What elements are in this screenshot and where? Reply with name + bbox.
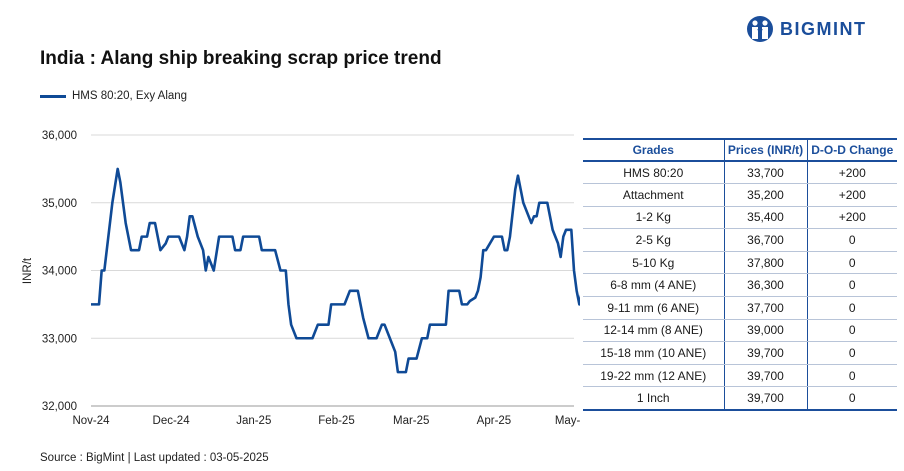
- x-tick-label: Mar-25: [393, 415, 429, 427]
- header-grades: Grades: [583, 138, 724, 162]
- y-tick-label: 34,000: [42, 266, 77, 278]
- bigmint-logo-text: BIGMINT: [780, 18, 867, 39]
- change-cell: 0: [807, 341, 897, 365]
- table-row: 19-22 mm (12 ANE) 39,700 0: [583, 364, 897, 388]
- source-note: Source : BigMint | Last updated : 03-05-…: [40, 452, 269, 464]
- grade-cell: 9-11 mm (6 ANE): [583, 296, 724, 320]
- change-cell: 0: [807, 251, 897, 275]
- chart-title: India : Alang ship breaking scrap price …: [40, 48, 442, 69]
- price-cell: 36,700: [723, 228, 808, 252]
- change-cell: 0: [807, 386, 897, 411]
- grade-cell: 1-2 Kg: [583, 206, 724, 230]
- table-header-row: Grades Prices (INR/t) D-O-D Change: [583, 138, 897, 162]
- table-row: 1-2 Kg 35,400 +200: [583, 206, 897, 230]
- price-cell: 33,700: [723, 161, 808, 185]
- change-cell: 0: [807, 364, 897, 388]
- price-line-chart: 32,000 33,000 34,000 35,000 36,000 Nov-24 Dec…: [22, 130, 580, 427]
- table-row: 12-14 mm (8 ANE) 39,000 0: [583, 319, 897, 343]
- price-cell: 39,700: [723, 364, 808, 388]
- bigmint-logo: BIGMINT: [746, 14, 867, 44]
- change-cell: 0: [807, 228, 897, 252]
- table-row: 2-5 Kg 36,700 0: [583, 228, 897, 252]
- table-row: 5-10 Kg 37,800 0: [583, 251, 897, 275]
- grades-price-table: Grades Prices (INR/t) D-O-D Change HMS 8…: [583, 138, 897, 411]
- y-tick-label: 35,000: [42, 198, 77, 210]
- price-cell: 39,700: [723, 341, 808, 365]
- table-row: 6-8 mm (4 ANE) 36,300 0: [583, 273, 897, 298]
- grade-cell: Attachment: [583, 183, 724, 207]
- change-cell: +200: [807, 183, 897, 207]
- x-tick-label: Apr-25: [477, 415, 512, 427]
- header-prices: Prices (INR/t): [723, 138, 808, 162]
- y-tick-label: 32,000: [42, 401, 77, 413]
- change-cell: +200: [807, 206, 897, 230]
- y-axis-label: INR/t: [22, 257, 34, 284]
- y-tick-label: 36,000: [42, 130, 77, 142]
- legend-label: HMS 80:20, Exy Alang: [72, 90, 188, 102]
- grade-cell: 15-18 mm (10 ANE): [583, 341, 724, 365]
- header-dod-change: D-O-D Change: [807, 138, 897, 162]
- grade-cell: 5-10 Kg: [583, 251, 724, 275]
- change-cell: 0: [807, 273, 897, 298]
- grade-cell: 6-8 mm (4 ANE): [583, 273, 724, 298]
- legend-swatch: [40, 94, 66, 98]
- grade-cell: 2-5 Kg: [583, 228, 724, 252]
- x-tick-label: Dec-24: [153, 415, 191, 427]
- series-line-hms-80-20: [91, 167, 580, 374]
- x-tick-label: May-25: [555, 415, 580, 427]
- price-cell: 35,200: [723, 183, 808, 207]
- grade-cell: 1 Inch: [583, 386, 724, 411]
- price-cell: 37,800: [723, 251, 808, 275]
- table-row: 15-18 mm (10 ANE) 39,700 0: [583, 341, 897, 365]
- price-cell: 39,000: [723, 319, 808, 343]
- table-row: Attachment 35,200 +200: [583, 183, 897, 207]
- grade-cell: HMS 80:20: [583, 161, 724, 185]
- change-cell: 0: [807, 319, 897, 343]
- table-row: HMS 80:20 33,700 +200: [583, 161, 897, 185]
- price-cell: 37,700: [723, 296, 808, 320]
- price-cell: 36,300: [723, 273, 808, 298]
- x-tick-label: Jan-25: [236, 415, 271, 427]
- y-tick-label: 33,000: [42, 333, 77, 345]
- change-cell: +200: [807, 161, 897, 185]
- bigmint-logo-icon: [747, 16, 773, 42]
- grade-cell: 19-22 mm (12 ANE): [583, 364, 724, 388]
- chart-legend: HMS 80:20, Exy Alang: [40, 90, 187, 102]
- price-cell: 35,400: [723, 206, 808, 230]
- change-cell: 0: [807, 296, 897, 320]
- grade-cell: 12-14 mm (8 ANE): [583, 319, 724, 343]
- x-tick-label: Nov-24: [72, 415, 110, 427]
- x-tick-label: Feb-25: [318, 415, 354, 427]
- table-row: 9-11 mm (6 ANE) 37,700 0: [583, 296, 897, 320]
- table-row: 1 Inch 39,700 0: [583, 386, 897, 411]
- price-cell: 39,700: [723, 386, 808, 411]
